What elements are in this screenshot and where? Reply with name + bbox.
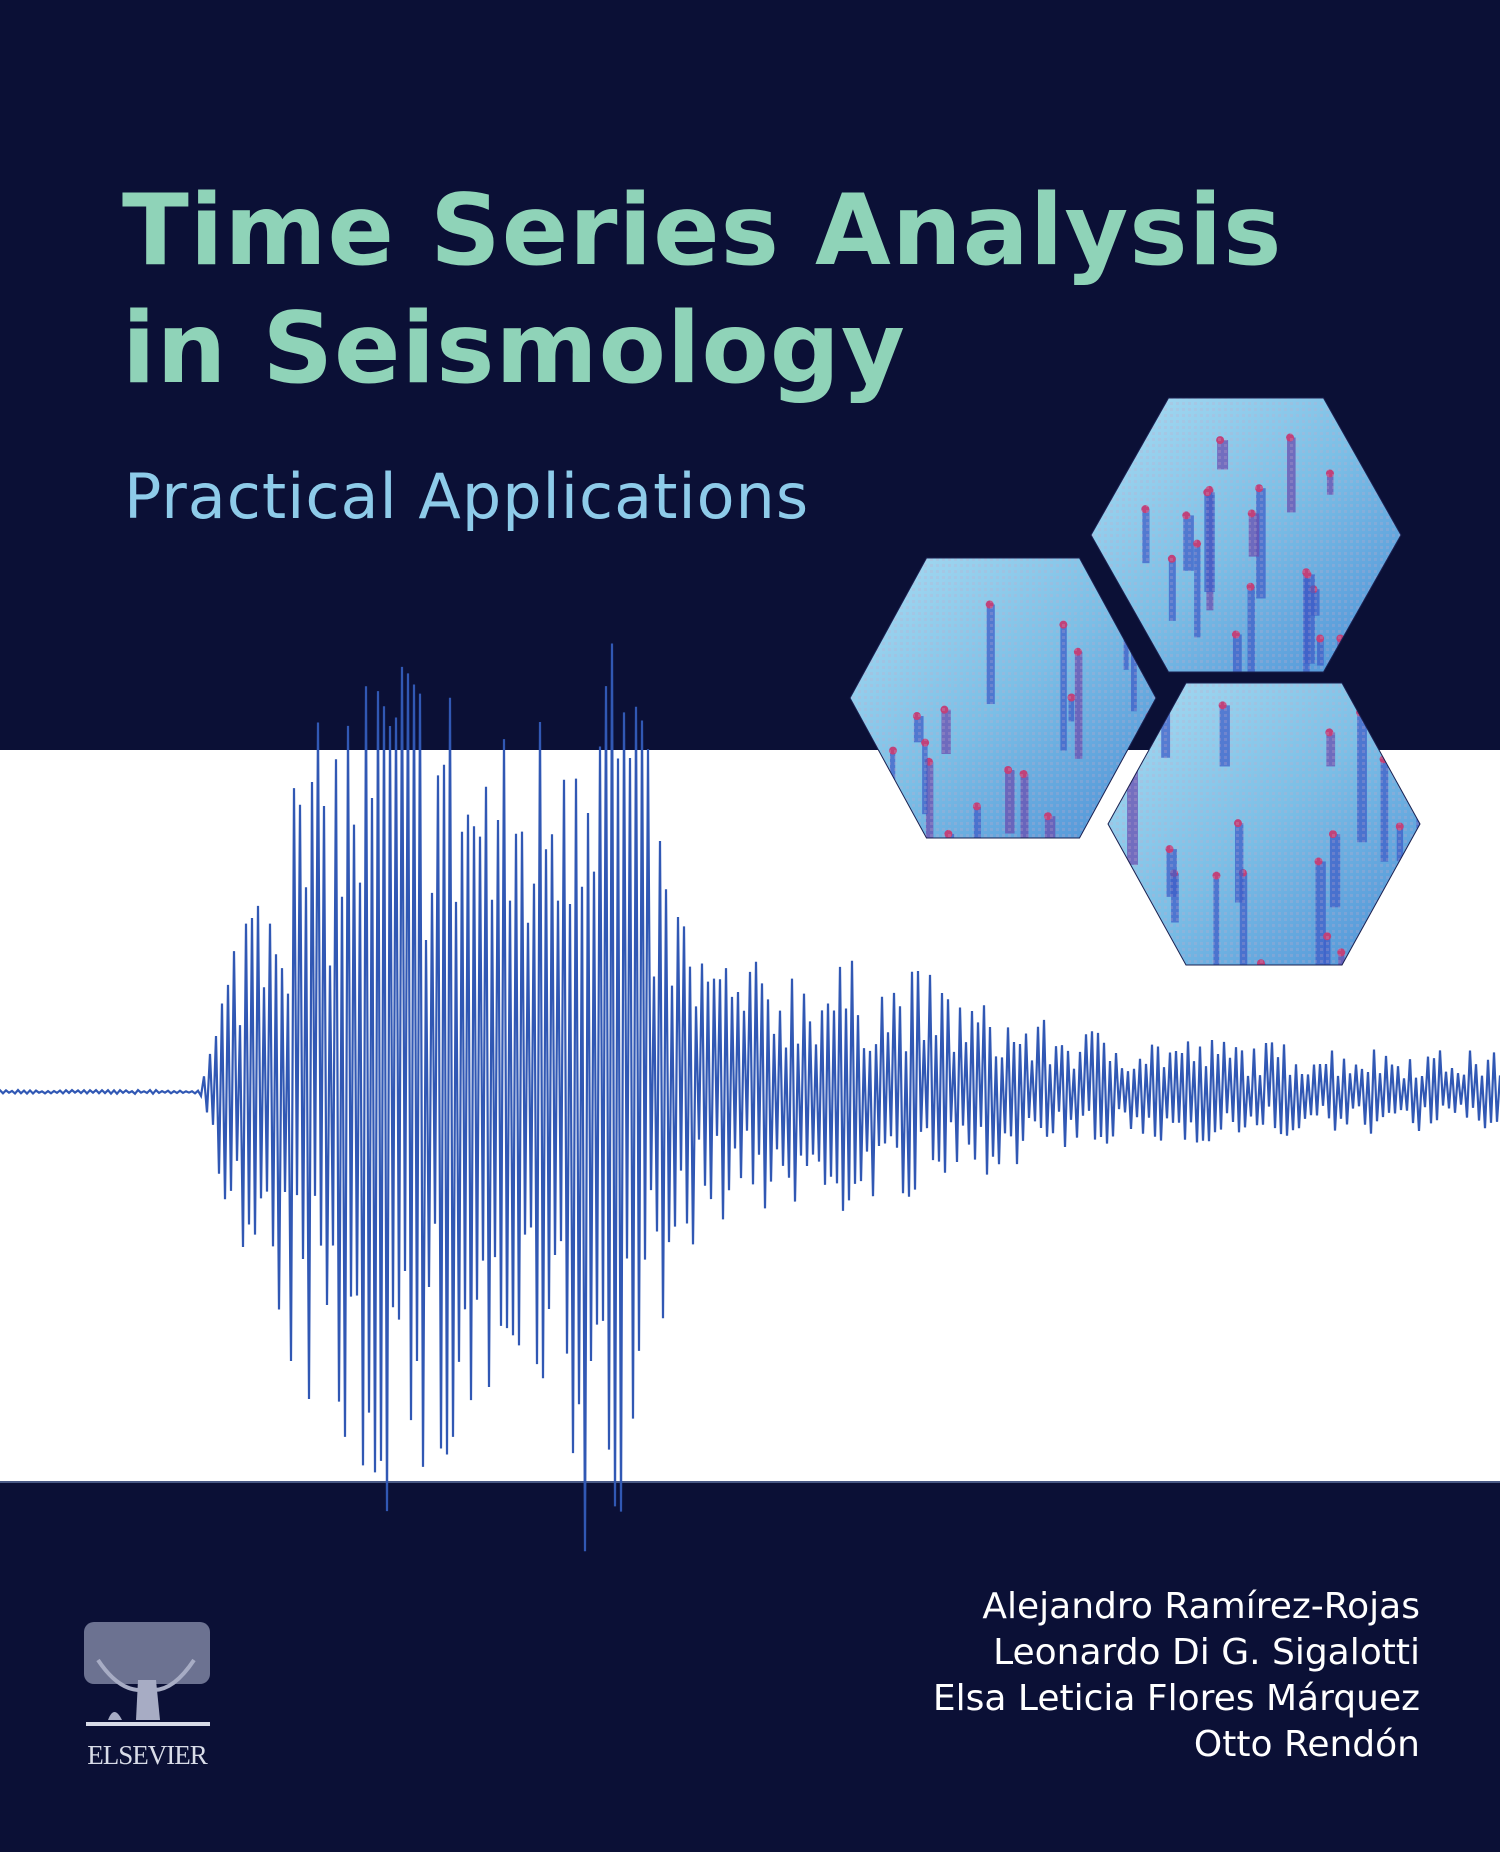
seismogram-waveform — [0, 643, 1500, 1552]
title-line-1: Time Series Analysis — [122, 174, 1283, 288]
waveform-trace — [0, 643, 1500, 1552]
trace-segment — [857, 771, 868, 838]
bottom-navy-panel — [0, 1481, 1500, 1852]
trace-segment — [1408, 908, 1417, 965]
trace-segment — [1416, 806, 1420, 885]
hexagon-image — [1107, 682, 1421, 966]
hexagon-image-group — [849, 397, 1421, 966]
trace-dot — [860, 592, 869, 601]
trace-dot — [1394, 683, 1403, 688]
book-subtitle: Practical Applications — [124, 460, 810, 533]
author-list: Alejandro Ramírez-Rojas Leonardo Di G. S… — [933, 1584, 1420, 1768]
title-line-2: in Seismology — [122, 292, 906, 406]
trace-segment — [1257, 963, 1266, 965]
trace-segment — [852, 727, 860, 838]
trace-segment — [1101, 814, 1111, 838]
trace-segment — [1338, 952, 1345, 965]
trace-dot — [1395, 898, 1404, 907]
trace-segment — [861, 596, 867, 626]
elsevier-logo: ELSEVIER — [78, 1620, 216, 1771]
author-name: Leonardo Di G. Sigalotti — [993, 1632, 1420, 1673]
elsevier-tree-icon — [84, 1622, 210, 1726]
publisher-name: ELSEVIER — [87, 1740, 208, 1770]
author-name: Otto Rendón — [1193, 1724, 1420, 1765]
trace-dot — [1415, 802, 1420, 811]
author-name: Elsa Leticia Flores Márquez — [932, 1678, 1420, 1719]
hexagon-image — [1090, 397, 1402, 673]
trace-dot — [1100, 810, 1109, 819]
hexagon-image — [849, 557, 1157, 839]
trace-dot — [1407, 904, 1416, 913]
trace-dot — [1375, 636, 1384, 645]
book-title: Time Series Analysis in Seismology — [122, 172, 1283, 408]
trace-dot — [1375, 615, 1384, 624]
trace-segment — [1376, 619, 1386, 654]
trace-dot — [1091, 563, 1099, 572]
trace-segment — [1113, 835, 1124, 838]
trace-dot — [1160, 701, 1169, 710]
trace-dot — [856, 767, 865, 776]
author-name: Alejandro Ramírez-Rojas — [982, 1586, 1420, 1627]
trace-dot — [851, 723, 860, 732]
trace-segment — [945, 833, 955, 838]
trace-segment — [1396, 902, 1404, 965]
trace-segment — [1395, 683, 1403, 720]
